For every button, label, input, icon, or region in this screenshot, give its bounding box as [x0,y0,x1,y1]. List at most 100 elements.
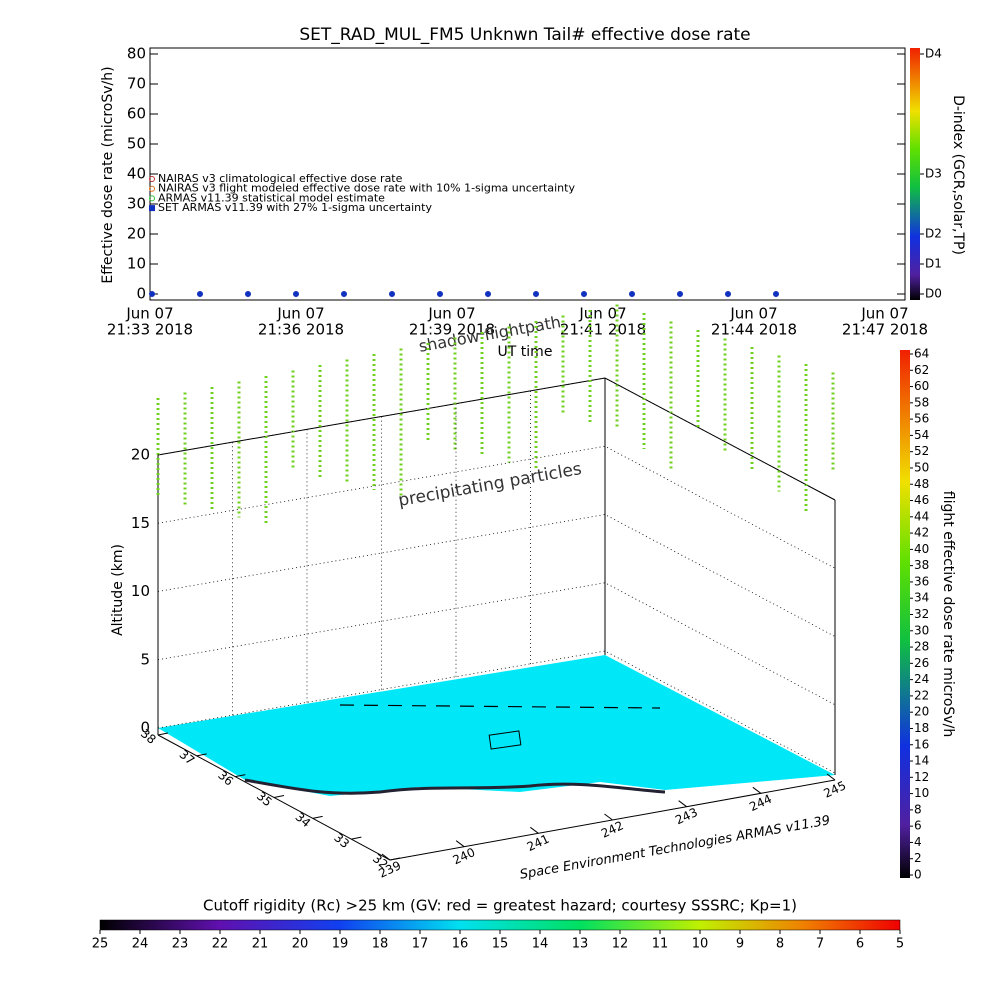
top-edge [157,377,836,501]
colorbar-tick-label: 44 [914,509,929,523]
colorbar-tick-label: 42 [914,526,929,540]
colorbar-tick-label: 58 [914,395,929,409]
data-point [533,291,539,297]
data-point [389,291,395,297]
data-point [149,291,155,297]
colorbar-tick-label: 21 [252,937,269,952]
colorbar-tick-label: 64 [914,347,929,361]
y2-axis-label: D-index (GCR,solar,TP) [950,95,966,255]
data-point [341,291,347,297]
data-point [629,291,635,297]
colorbar-tick-label: 0 [914,868,922,882]
colorbar-tick-label: 11 [652,937,669,952]
lat-tick [196,753,207,757]
colorbar-title: Cutoff rigidity (Rc) >25 km (GV: red = g… [203,897,797,915]
y-tick-label: 60 [127,105,146,123]
colorbar-tick-label: 5 [896,937,904,952]
z-tick-label: 10 [131,582,150,600]
colorbar-tick-label: 18 [372,937,389,952]
z-axis-label: Altitude (km) [110,544,126,636]
d-index-colorbar [910,48,920,300]
legend-label: NAIRAS v3 flight modeled effective dose … [158,182,575,195]
lat-tick-label: 37 [177,747,198,768]
x-tick-label: 21:47 2018 [842,321,928,339]
lat-tick [351,836,362,840]
colorbar-tick-label: 8 [914,802,922,816]
lat-tick [273,795,285,798]
colorbar-tick-label: 48 [914,477,929,491]
colorbar-tick-label: 20 [292,937,309,952]
flight-3d-panel: shadow flightpath precipitating particle… [110,304,956,883]
colorbar-tick-label: 9 [736,937,744,952]
y-tick-label: 20 [127,225,146,243]
grid-line [157,514,836,637]
y2-tick-label: D4 [925,47,942,61]
y2-tick-label: D0 [925,287,942,301]
colorbar-tick-label: 54 [914,428,929,442]
x-tick-label: Jun 07 [276,305,324,323]
colorbar-tick-label: 26 [914,656,929,670]
colorbar-tick-label: 30 [914,623,929,637]
legend-symbol [149,205,155,212]
data-point [773,291,779,297]
legend-label: ARMAS v11.39 statistical model estimate [158,191,385,204]
lon-tick [604,813,613,821]
ground-track [339,704,661,709]
colorbar-tick-label: 18 [914,721,929,735]
colorbar-tick-label: 38 [914,558,929,572]
lat-tick [235,774,246,778]
legend-label: SET ARMAS v11.39 with 27% 1-sigma uncert… [158,201,432,214]
lat-tick-label: 33 [331,831,352,852]
colorbar-tick-label: 14 [914,754,929,768]
chart-title: SET_RAD_MUL_FM5 Unknwn Tail# effective d… [299,25,750,45]
colorbar-tick-label: 16 [452,937,469,952]
colorbar-tick-label: 6 [856,937,864,952]
lat-tick [312,815,323,819]
z-tick-label: 15 [131,514,150,532]
x-tick-label: 21:41 2018 [560,321,646,339]
data-point [437,291,443,297]
y-tick-label: 10 [127,255,146,273]
lon-tick [678,800,687,808]
data-point [677,291,683,297]
colorbar-tick-label: 22 [914,688,929,702]
floor-surface [158,655,835,796]
lon-tick [826,773,836,781]
colorbar-tick-label: 14 [532,937,549,952]
colorbar-tick-label: 2 [914,851,922,865]
y-tick-label: 40 [127,165,146,183]
colorbar-tick-label: 13 [572,937,589,952]
credit: Space Environment Technologies ARMAS v11… [519,813,832,882]
y-tick-label: 50 [127,135,146,153]
colorbar-tick-label: 10 [914,786,929,800]
legend-symbol [149,195,155,202]
y-axis-label: Effective dose rate (microSv/h) [100,66,116,283]
y-tick-label: 80 [127,45,146,63]
x-tick-label: Jun 07 [578,305,626,323]
colorbar-tick-label: 20 [914,705,929,719]
x-tick-label: Jun 07 [427,305,475,323]
x-tick-label: 21:36 2018 [258,321,344,339]
colorbar-tick-label: 19 [332,937,349,952]
z-tick-label: 5 [140,650,150,668]
colorbar-tick-label: 62 [914,363,929,377]
colorbar-tick-label: 8 [776,937,784,952]
colorbar-tick-label: 36 [914,574,929,588]
x-tick-label: Jun 07 [125,305,173,323]
colorbar-tick-label: 17 [412,937,429,952]
lat-tick-label: 34 [293,810,314,831]
colorbar-tick-label: 24 [132,937,149,952]
lat-tick-label: 35 [254,789,275,810]
x-tick-label: 21:39 2018 [409,321,495,339]
lat-tick [389,857,401,861]
data-point [725,291,731,297]
rigidity-colorbar-panel: Cutoff rigidity (Rc) >25 km (GV: red = g… [92,897,904,952]
lon-tick [530,826,539,834]
colorbar-tick-label: 23 [172,937,189,952]
colorbar-tick-label: 15 [492,937,509,952]
lon-tick [752,786,762,794]
colorbar-tick-label: 52 [914,444,929,458]
x-axis-label: UT time [498,344,553,360]
colorbar-tick-label: 16 [914,737,929,751]
